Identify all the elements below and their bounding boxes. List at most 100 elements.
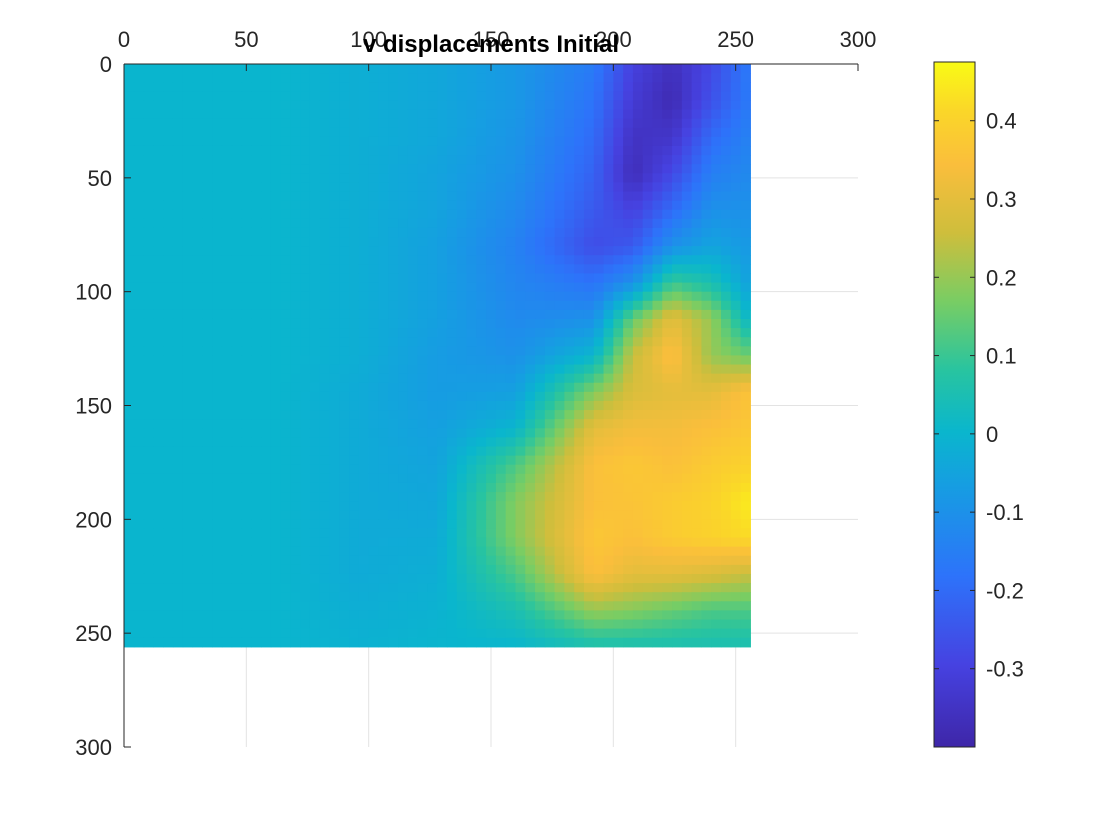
heatmap-cell (221, 464, 233, 475)
heatmap-cell (339, 519, 350, 530)
heatmap-cell (486, 546, 497, 557)
heatmap-cell (583, 173, 595, 183)
heatmap-cell (290, 482, 301, 493)
heatmap-cell (632, 637, 644, 648)
heatmap-cell (574, 519, 585, 530)
heatmap-cell (407, 455, 419, 466)
heatmap-cell (280, 492, 291, 502)
heatmap-cell (398, 437, 409, 448)
heatmap-cell (720, 410, 732, 420)
heatmap-cell (280, 482, 291, 493)
heatmap-cell (182, 73, 194, 83)
heatmap-cell (613, 610, 624, 621)
heatmap-cell (466, 300, 477, 311)
heatmap-cell (124, 637, 135, 648)
heatmap-cell (417, 482, 428, 493)
heatmap-cell (672, 592, 683, 602)
heatmap-cell (270, 255, 282, 265)
heatmap-cell (212, 82, 223, 92)
heatmap-cell (437, 592, 448, 602)
heatmap-cell (261, 355, 272, 366)
heatmap-cell (505, 519, 517, 530)
heatmap-cell (642, 555, 654, 566)
heatmap-cell (515, 482, 526, 493)
heatmap-cell (427, 637, 438, 648)
heatmap-cell (701, 592, 712, 602)
heatmap-cell (486, 118, 497, 129)
heatmap-cell (153, 610, 164, 621)
heatmap-cell (632, 182, 644, 193)
heatmap-cell (300, 309, 311, 320)
heatmap-cell (642, 237, 654, 247)
heatmap-cell (623, 592, 634, 602)
heatmap-cell (133, 391, 145, 402)
heatmap-cell (486, 455, 497, 466)
heatmap-cell (212, 510, 223, 520)
heatmap-cell (212, 400, 223, 411)
heatmap-cell (261, 391, 272, 402)
heatmap-cell (505, 309, 517, 320)
heatmap-cell (486, 583, 497, 593)
heatmap-cell (378, 82, 389, 92)
heatmap-cell (730, 309, 742, 320)
heatmap-cell (221, 573, 233, 584)
heatmap-cell (446, 528, 458, 539)
heatmap-cell (231, 173, 243, 183)
heatmap-cell (212, 455, 223, 466)
heatmap-cell (456, 346, 468, 357)
heatmap-cell (642, 200, 654, 211)
heatmap-cell (212, 555, 223, 566)
heatmap-cell (329, 482, 340, 493)
heatmap-cell (613, 455, 624, 466)
heatmap-cell (437, 355, 448, 366)
heatmap-cell (280, 537, 291, 548)
heatmap-cell (417, 127, 428, 138)
heatmap-cell (466, 355, 477, 366)
heatmap-cell (358, 100, 370, 111)
heatmap-cell (192, 592, 203, 602)
heatmap-cell (466, 218, 477, 229)
heatmap-cell (407, 637, 419, 648)
heatmap-cell (143, 127, 154, 138)
heatmap-cell (720, 355, 732, 366)
heatmap-cell (388, 300, 399, 311)
heatmap-cell (486, 246, 497, 256)
heatmap-cell (163, 318, 174, 329)
heatmap-cell (221, 601, 233, 611)
heatmap-cell (309, 337, 321, 347)
heatmap-cell (290, 100, 301, 111)
heatmap-cell (544, 546, 556, 557)
heatmap-cell (730, 318, 742, 329)
heatmap-cell (476, 82, 487, 92)
heatmap-cell (554, 437, 565, 448)
heatmap-cell (290, 410, 301, 420)
heatmap-cell (603, 64, 614, 74)
heatmap-cell (192, 282, 203, 293)
heatmap-cell (691, 419, 703, 429)
heatmap-cell (476, 127, 487, 138)
heatmap-cell (300, 410, 311, 420)
heatmap-cell (437, 528, 448, 539)
heatmap-cell (437, 145, 448, 156)
heatmap-cell (378, 191, 389, 202)
heatmap-cell (730, 346, 742, 357)
heatmap-cell (544, 428, 556, 438)
heatmap-cell (300, 528, 311, 539)
heatmap-cell (583, 73, 595, 83)
heatmap-cell (212, 382, 223, 393)
heatmap-cell (662, 182, 673, 193)
heatmap-cell (358, 73, 370, 83)
heatmap-cell (583, 619, 595, 630)
heatmap-cell (388, 182, 399, 193)
heatmap-cell (427, 255, 438, 265)
heatmap-cell (603, 455, 614, 466)
heatmap-cell (730, 437, 742, 448)
heatmap-cell (730, 264, 742, 275)
heatmap-cell (290, 300, 301, 311)
heatmap-cell (446, 255, 458, 265)
heatmap-cell (398, 109, 409, 120)
heatmap-cell (124, 164, 135, 174)
heatmap-cell (309, 473, 321, 484)
heatmap-cell (515, 428, 526, 438)
heatmap-cell (593, 64, 605, 74)
